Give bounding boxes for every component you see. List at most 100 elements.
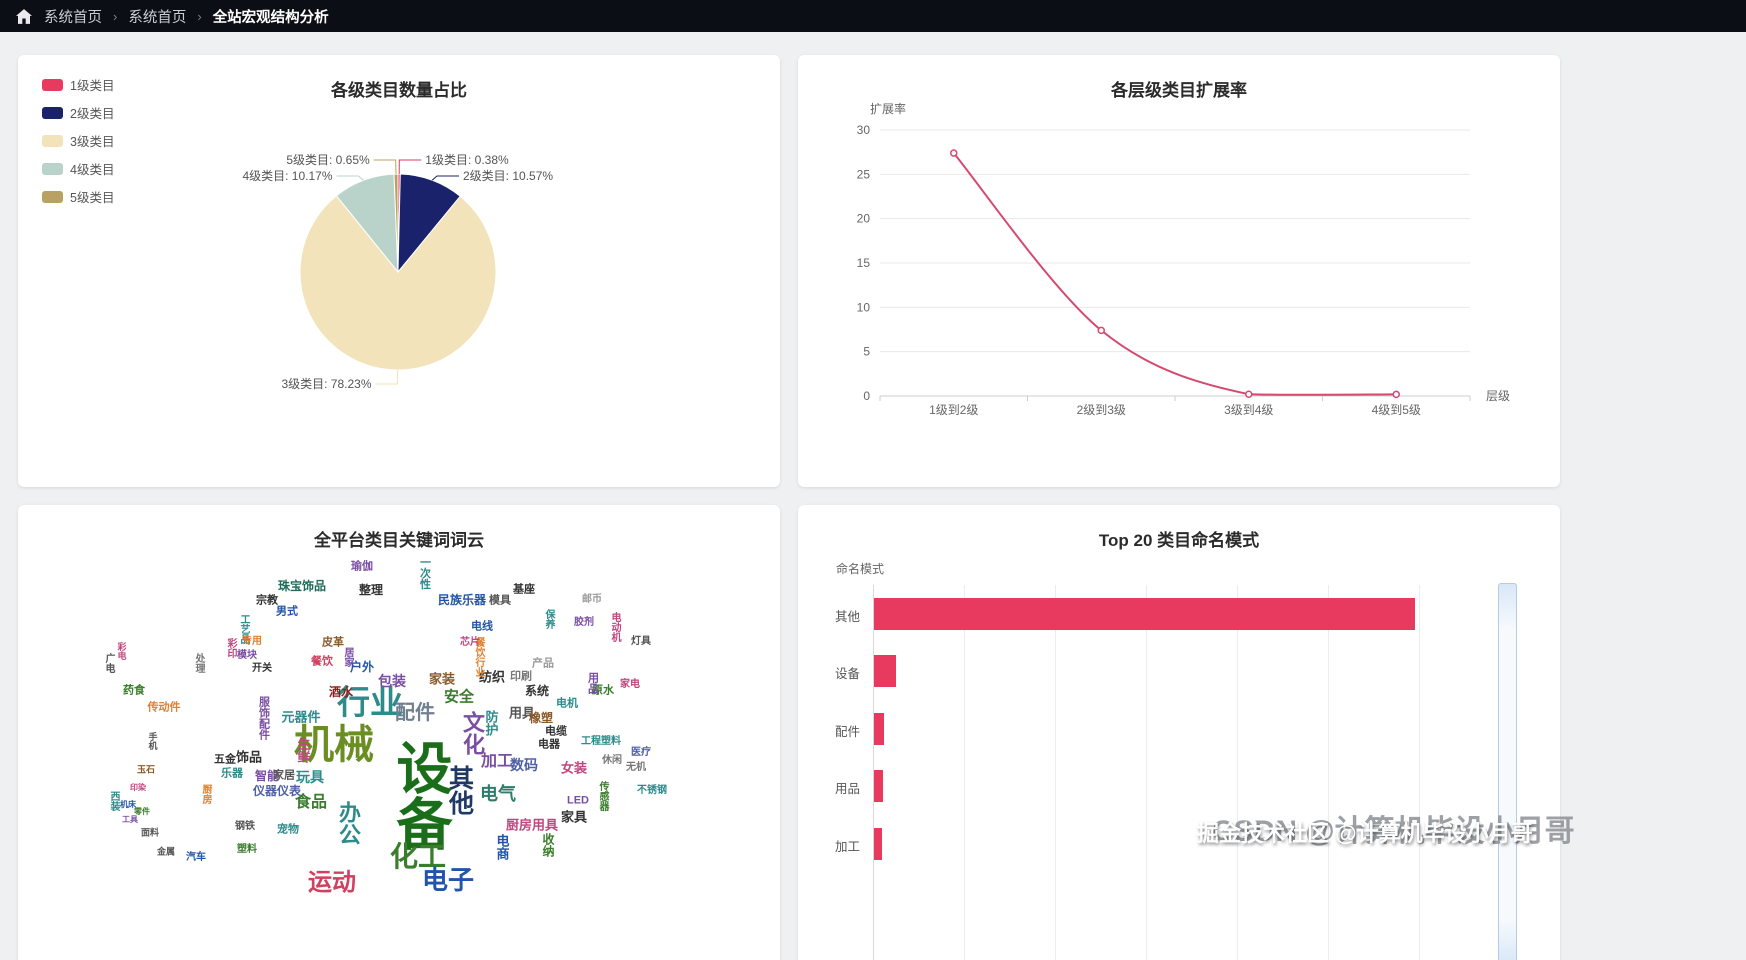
pie-chart: 1级类目: 0.38% 2级类目: 10.57% 3级类目: 78.23% 4级类目:… (242, 153, 553, 391)
pie-slice-label: 1级类目: 0.38% (425, 153, 509, 167)
cloud-word: 机床 (120, 800, 136, 809)
breadcrumb-item-2[interactable]: 系统首页 (128, 9, 187, 26)
wordcloud: 设备 机械 行业 其他 化工 电子 运动 办公 配件 文化 安全 家装 包装 加工 数码 电气 防护 用具 系统 产品… (18, 505, 780, 960)
bar-chart: 命名模式 其他 设备 配件 用品 加工 (798, 505, 1560, 960)
bar-设备[interactable] (874, 655, 896, 688)
cloud-word: 生鲜 (295, 737, 311, 763)
line-y-tick: 25 (857, 167, 871, 181)
cloud-word: 男式 (276, 605, 298, 618)
cloud-word: 皮革 (322, 636, 344, 649)
cloud-word: 面料 (140, 827, 160, 838)
legend-swatch (42, 162, 63, 175)
bar-其他[interactable] (874, 597, 1416, 630)
cloud-word: 设备 (389, 739, 452, 851)
cloud-word: 电缆 (545, 725, 567, 738)
legend-item-5级类目[interactable]: 5级类目 (42, 187, 114, 206)
cloud-word: 广电 (103, 653, 114, 673)
cloud-word: 运动 (308, 869, 356, 896)
pie-legend: 1级类目 2级类目 3级类目 4级类目 5级类目 (42, 75, 114, 215)
cloud-word: 产品 (532, 657, 554, 670)
cloud-word: 化工 (389, 841, 447, 872)
bar-category-axis (873, 585, 874, 960)
bar-chart-title: Top 20 类目命名模式 (1098, 531, 1260, 550)
bar-配件[interactable] (874, 712, 884, 745)
legend-item-4级类目[interactable]: 4级类目 (42, 159, 114, 178)
bar-加工[interactable] (874, 827, 882, 860)
bar-gridline (964, 585, 965, 960)
legend-item-3级类目[interactable]: 3级类目 (42, 131, 114, 150)
cloud-word: 电机 (556, 697, 578, 710)
cloud-word: 智能 (254, 769, 280, 783)
cloud-word: 机械 (294, 723, 374, 767)
line-point-1级到2级 (950, 149, 958, 157)
cloud-word: 电器 (538, 738, 560, 751)
legend-label: 2级类目 (70, 107, 115, 121)
cloud-word: 玩具 (296, 769, 324, 785)
bar-用品[interactable] (874, 770, 884, 803)
legend-swatch (42, 78, 63, 91)
cloud-word: 钢铁 (235, 821, 255, 832)
cloud-word: 服饰配件 (257, 696, 270, 740)
bar-category-label: 设备 (834, 667, 860, 682)
datazoom-slider[interactable] (1498, 583, 1517, 960)
cloud-word: 电子 (421, 865, 475, 895)
cloud-word: 不锈钢 (637, 785, 667, 796)
line-point-3级到4级 (1245, 390, 1253, 398)
bar-y-axis-name: 命名模式 (836, 562, 885, 576)
cloud-word: 灯具 (631, 636, 651, 647)
line-point-2级到3级 (1097, 326, 1105, 335)
pie-slice-label: 2级类目: 10.57% (463, 169, 553, 183)
bar-category-label: 用品 (834, 782, 860, 797)
breadcrumb-item-3: 全站宏观结构分析 (212, 9, 329, 26)
legend-label: 4级类目 (70, 163, 115, 177)
cloud-word: 专用 (242, 636, 262, 647)
cloud-word: 配件 (395, 702, 435, 724)
cloud-word: 整理 (358, 583, 384, 597)
line-y-tick: 10 (857, 300, 871, 314)
line-x-category: 2级到3级 (1077, 403, 1126, 417)
cloud-word: 金属 (156, 846, 176, 857)
bar-category-label: 加工 (834, 839, 860, 854)
cloud-word: 女装 (560, 760, 588, 776)
cloud-word: 彩电 (116, 642, 127, 660)
pie-slice-label: 5级类目: 0.65% (286, 153, 370, 167)
cloud-word: 开关 (252, 663, 272, 674)
pie-slice-5级类目[interactable] (393, 173, 399, 273)
line-x-category: 1级到2级 (929, 403, 978, 417)
cloud-word: 休闲 (602, 755, 622, 766)
legend-label: 1级类目 (70, 79, 115, 93)
line-y-tick: 15 (857, 256, 871, 270)
cloud-word: 塑料 (237, 844, 257, 855)
cloud-word: 基座 (513, 583, 535, 596)
cloud-word: 电动机 (609, 612, 620, 642)
legend-swatch (42, 134, 63, 147)
legend-label: 3级类目 (70, 135, 115, 149)
cloud-word: 保养 (543, 609, 554, 629)
cloud-word: 纺织 (478, 669, 506, 685)
cloud-word: 户外 (349, 660, 375, 674)
pie-slice-label: 4级类目: 10.17% (242, 169, 332, 183)
legend-label: 5级类目 (70, 191, 115, 205)
legend-item-2级类目[interactable]: 2级类目 (42, 103, 114, 122)
bar-gridline (1055, 585, 1056, 960)
pie-slice-3级类目[interactable] (299, 195, 497, 371)
breadcrumb-item-1[interactable]: 系统首页 (44, 9, 102, 26)
cloud-word: 电气 (480, 784, 516, 804)
cloud-word: 橡塑 (528, 711, 554, 725)
cloud-word: 手机 (147, 732, 158, 750)
line-y-tick: 0 (863, 389, 870, 403)
cloud-word: 用品 (586, 672, 599, 694)
cloud-word: 传感器 (597, 781, 608, 811)
cloud-word: 收纳 (541, 833, 555, 857)
pie-chart-title: 各级类目数量占比 (331, 81, 467, 100)
cloud-word: 家具 (560, 809, 588, 825)
cloud-word: 模块 (237, 650, 257, 661)
cloud-word: 传动件 (147, 701, 181, 714)
pie-slice-label: 3级类目: 78.23% (281, 377, 371, 391)
cloud-word: 处理 (193, 653, 204, 673)
home-icon[interactable] (16, 8, 32, 24)
bar-category-label: 配件 (834, 724, 860, 739)
cloud-word: LED (567, 794, 589, 807)
cloud-word: 无机 (626, 762, 646, 773)
legend-item-1级类目[interactable]: 1级类目 (42, 75, 114, 94)
